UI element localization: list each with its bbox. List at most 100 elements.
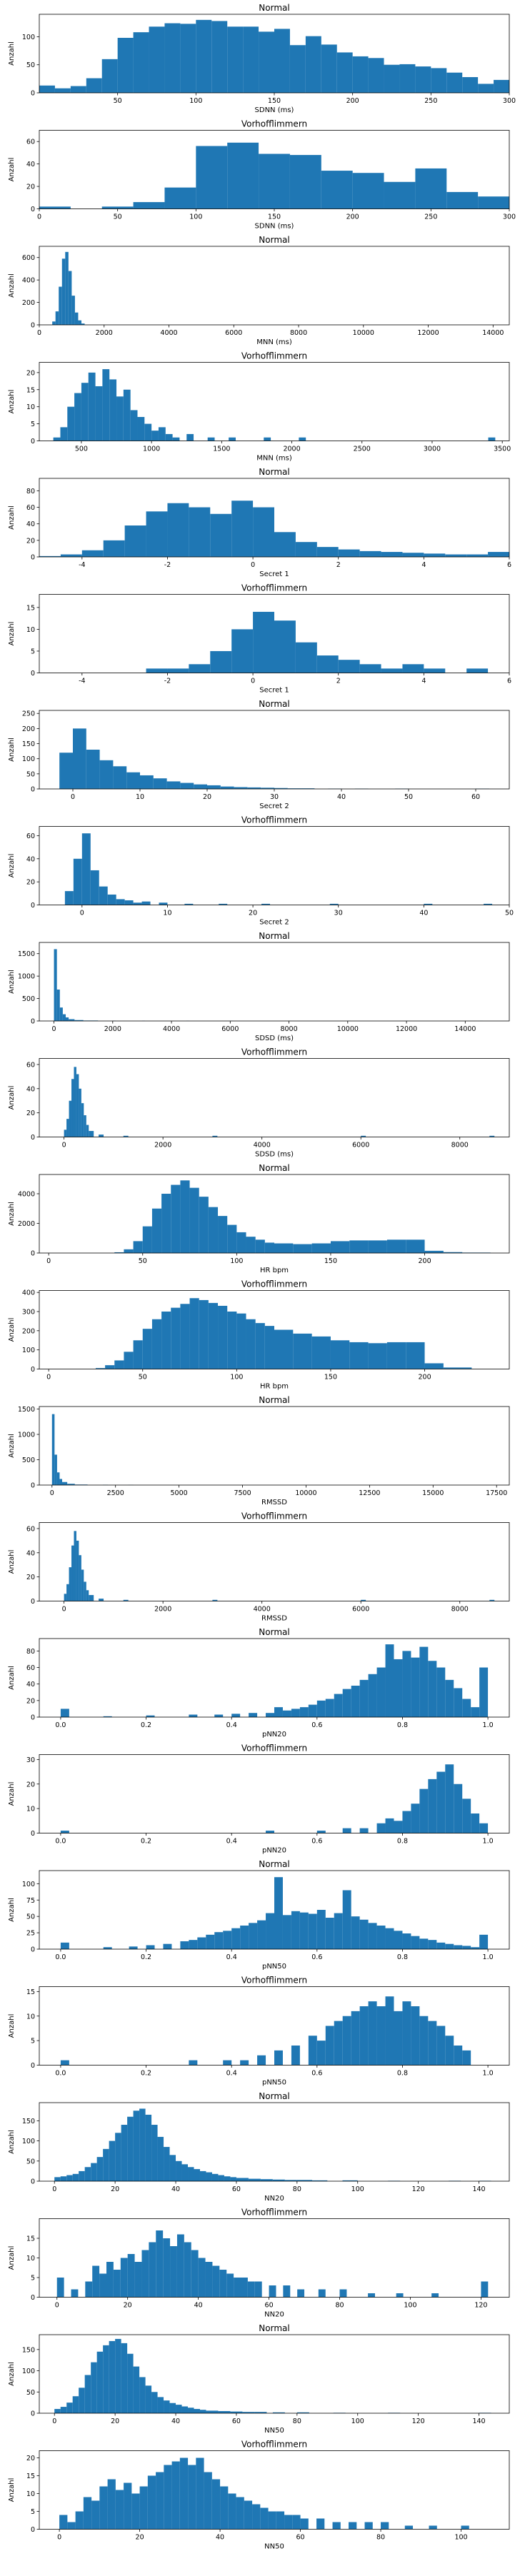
histogram-bar — [184, 2242, 191, 2298]
histogram-bar — [287, 788, 301, 789]
x-tick-label: 0.2 — [141, 2070, 151, 2078]
x-tick-label: 6000 — [225, 329, 242, 337]
x-tick-label: 40 — [194, 2302, 203, 2310]
histogram-bar — [124, 1352, 134, 1369]
histogram-panel: 0.0 0.2 0.4 0.6 0.8 1.0 0 20 40 60 80 Normal pNN20 An… — [8, 1627, 510, 1739]
histogram-bar — [396, 2293, 404, 2298]
histogram-bar — [466, 554, 489, 557]
histogram-bar — [231, 1928, 241, 1949]
histogram-bar — [462, 77, 479, 93]
histogram-bar — [342, 1828, 351, 1833]
histogram-bar — [359, 550, 381, 557]
y-tick-label: 5 — [31, 2275, 35, 2283]
histogram-bar — [247, 787, 261, 789]
y-tick-label: 0 — [31, 1830, 35, 1838]
y-axis-label: Anzahl — [8, 41, 16, 66]
plot-frame — [39, 1174, 510, 1254]
y-tick-label: 5 — [31, 648, 35, 655]
y-tick-label: 200 — [22, 299, 35, 307]
x-tick-label: 0 — [52, 2417, 56, 2425]
histogram-bar — [56, 1472, 60, 1485]
histogram-panel: 0 2500 5000 7500 10000 12500 15000 17500 0 500 100… — [8, 1395, 510, 1506]
histogram-bar — [240, 1926, 249, 1949]
histogram-bar — [54, 2177, 61, 2181]
x-tick-label: 0.6 — [311, 1838, 322, 1846]
histogram-bar — [79, 1555, 81, 1601]
histogram-bar — [368, 1923, 377, 1949]
y-axis-label: Anzahl — [8, 1434, 16, 1458]
y-tick-label: 1500 — [18, 950, 35, 958]
panel-title: Vorhofflimmern — [241, 1511, 307, 1521]
histogram-bar — [274, 532, 296, 557]
x-tick-label: 300 — [503, 213, 516, 221]
x-tick-label: 50 — [114, 213, 122, 221]
y-tick-label: 150 — [22, 740, 35, 748]
histogram-bar — [67, 406, 75, 441]
histogram-bar — [81, 550, 104, 557]
histogram-bar — [308, 1704, 317, 1717]
histogram-bar — [84, 1581, 86, 1601]
histogram-panel: 0.0 0.2 0.4 0.6 0.8 1.0 0 25 50 75 100 Normal pNN50 A… — [8, 1859, 510, 1971]
y-tick-label: 15 — [26, 2235, 35, 2243]
x-tick-label: -4 — [79, 678, 85, 685]
histogram-bar — [321, 171, 353, 209]
histogram-bar — [196, 146, 228, 209]
x-tick-label: 2 — [336, 561, 341, 569]
histogram-bar — [218, 2175, 224, 2181]
histogram-bar — [129, 1946, 138, 1949]
histogram-bar — [236, 1313, 246, 1369]
x-tick-label: 3500 — [494, 446, 511, 453]
histogram-bar — [274, 1243, 294, 1253]
histogram-bar — [103, 2345, 109, 2413]
plot-frame — [39, 942, 510, 1022]
histogram-bar — [461, 2525, 469, 2530]
histogram-bar — [231, 1714, 241, 1717]
x-tick-label: 150 — [324, 1257, 337, 1265]
histogram-bar — [342, 1890, 351, 1949]
histogram-bar — [65, 251, 69, 325]
histogram-bar — [73, 728, 86, 789]
histogram-bar — [189, 507, 211, 557]
y-axis-label: Anzahl — [8, 1898, 16, 1922]
x-tick-label: 2000 — [96, 329, 113, 337]
x-tick-label: 0.8 — [397, 2070, 408, 2078]
histogram-bar — [376, 1926, 386, 1949]
histogram-bar — [133, 1241, 143, 1253]
histogram-bar — [169, 2403, 176, 2413]
y-tick-label: 20 — [26, 1110, 35, 1117]
histogram-bar — [67, 1484, 75, 1485]
histogram-bar — [342, 1689, 351, 1717]
histogram-bar — [488, 437, 496, 441]
x-tick-label: 1.0 — [483, 2070, 494, 2078]
histogram-bar — [96, 2157, 104, 2181]
histogram-bar — [284, 2180, 297, 2181]
histogram-bar — [54, 949, 57, 1021]
histogram-bar — [419, 1938, 429, 1949]
histogram-bar — [206, 1934, 215, 1949]
x-tick-label: 0 — [46, 1374, 51, 1382]
histogram-bar — [157, 2397, 164, 2413]
histogram-bar — [284, 2515, 293, 2530]
x-tick-label: 10000 — [337, 1025, 359, 1033]
histogram-bar — [466, 668, 489, 673]
histogram-bar — [60, 2407, 67, 2413]
histogram-bar — [226, 2273, 234, 2298]
y-tick-label: 50 — [26, 2158, 35, 2165]
y-tick-label: 0 — [31, 1250, 35, 1258]
y-axis-label: Anzahl — [8, 1202, 16, 1226]
y-axis-label: Anzahl — [8, 1318, 16, 1342]
histogram-bar — [133, 202, 165, 209]
histogram-bar — [359, 2006, 369, 2066]
histogram-bar — [325, 1699, 334, 1717]
histogram-bar — [72, 2173, 79, 2181]
histogram-bar — [342, 2180, 358, 2181]
histogram-bar — [145, 2114, 152, 2181]
histogram-bar — [103, 540, 125, 557]
x-tick-label: 10 — [136, 793, 144, 801]
histogram-bar — [411, 2006, 420, 2066]
histogram-bar — [436, 2026, 446, 2066]
panel-title: Normal — [259, 699, 289, 709]
x-tick-label: 12500 — [359, 1489, 380, 1497]
histogram-bar — [99, 886, 108, 905]
